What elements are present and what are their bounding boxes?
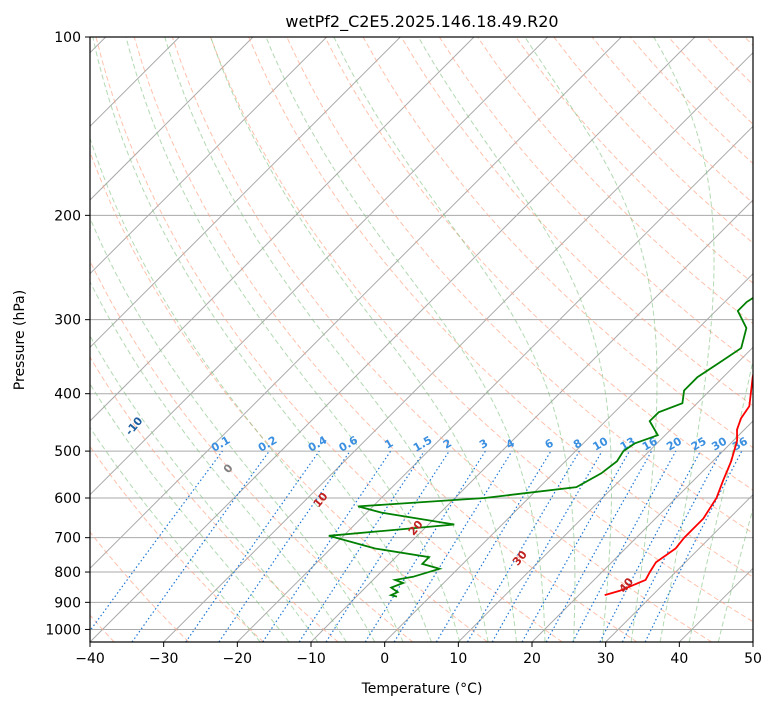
moist-adiabat [265, 37, 546, 642]
dry-adiabat [90, 445, 264, 642]
y-tick-label: 500 [54, 444, 81, 460]
y-tick-label: 400 [54, 387, 81, 403]
moist-adiabat [210, 37, 517, 642]
dry-adiabat [400, 37, 753, 407]
dry-adiabat [90, 259, 414, 642]
isotherm-gridline [457, 346, 753, 642]
isotherm-gridline [605, 493, 753, 642]
y-tick-label: 1000 [45, 622, 81, 638]
mixing-ratio-line [131, 450, 270, 642]
mixing-ratio-line [218, 450, 351, 642]
moist-adiabat [92, 37, 432, 642]
dry-adiabat [248, 37, 753, 578]
y-tick-label: 700 [54, 531, 81, 547]
axes: −40 −30 −20 −10 0 10 20 30 40 50 100 200 300 400 500 60… [45, 30, 762, 667]
moist-adiabat [717, 506, 753, 642]
moist-adiabat [90, 426, 261, 642]
moist-adiabat [90, 382, 290, 642]
dry-adiabat [324, 37, 753, 491]
y-tick-label: 300 [54, 313, 81, 329]
mixing-ratio-line [545, 450, 653, 642]
mixing-ratio-line [325, 450, 450, 642]
dry-adiabat [515, 37, 753, 284]
x-tick-label: 20 [523, 651, 541, 667]
dry-adiabat [95, 37, 563, 642]
dry-adiabat [90, 531, 190, 642]
moist-adiabat [125, 37, 461, 642]
isotherm-gridline [90, 37, 549, 496]
moist-adiabat [524, 37, 658, 642]
y-tick-label: 900 [54, 595, 81, 611]
x-axis-label: Temperature (°C) [361, 681, 483, 697]
mixing-ratio-line [185, 450, 320, 642]
dewpoint-line [328, 296, 753, 598]
isotherm-gridline [90, 37, 696, 642]
isotherm-gridline [90, 37, 622, 570]
dry-adiabat [133, 37, 638, 642]
dry-adiabat [90, 150, 488, 642]
mixing-ratio-line [521, 450, 631, 642]
x-tick-label: 0 [380, 651, 389, 667]
moist-adiabat [164, 37, 489, 642]
mixing-ratio-line [572, 450, 677, 642]
dry-adiabat [210, 37, 753, 623]
x-tick-label: −10 [296, 651, 326, 667]
mixing-ratio-line [644, 450, 743, 642]
isotherm-gridline [90, 37, 254, 201]
isotherm-gridline [90, 37, 475, 422]
dry-adiabat [438, 37, 753, 366]
moist-adiabat [417, 37, 613, 642]
mixing-ratio-line [262, 450, 392, 642]
plot-area: 0.10.20.40.611.52346810131620253036-100-… [90, 37, 753, 642]
x-tick-label: 30 [597, 651, 615, 667]
mixing-ratio-line [298, 450, 425, 642]
y-tick-label: 800 [54, 565, 81, 581]
isotherm-gridline [531, 420, 753, 642]
temperature-line [604, 371, 753, 596]
y-tick-label: 600 [54, 491, 81, 507]
moist-adiabat [90, 334, 319, 642]
moist-adiabat [90, 137, 404, 642]
mixing-ratio-line [393, 450, 513, 642]
dry-adiabat [90, 356, 339, 642]
isotherm-gridline [90, 37, 328, 275]
moist-adiabat [688, 358, 753, 642]
chart-title: wetPf2_C2E5.2025.146.18.49.R20 [285, 12, 558, 32]
isotherm-gridline [236, 125, 753, 642]
x-tick-label: 40 [670, 651, 688, 667]
isotherm-gridline [163, 51, 753, 642]
moist-adiabat [90, 280, 347, 642]
dry-adiabat [171, 37, 712, 642]
mixing-ratio-line [90, 450, 223, 632]
y-axis-label: Pressure (hPa) [12, 290, 28, 390]
x-tick-label: −40 [75, 651, 105, 667]
isotherm-gridline [384, 272, 753, 642]
moist-adiabat [90, 216, 376, 642]
x-tick-label: 50 [744, 651, 762, 667]
plot-frame [89, 36, 754, 643]
x-tick-label: 10 [449, 651, 467, 667]
y-tick-label: 200 [54, 208, 81, 224]
x-tick-label: −30 [149, 651, 179, 667]
isotherm-gridline [90, 37, 401, 349]
y-tick-label: 100 [54, 30, 81, 46]
x-tick-label: −20 [223, 651, 253, 667]
moist-adiabat [653, 37, 715, 642]
